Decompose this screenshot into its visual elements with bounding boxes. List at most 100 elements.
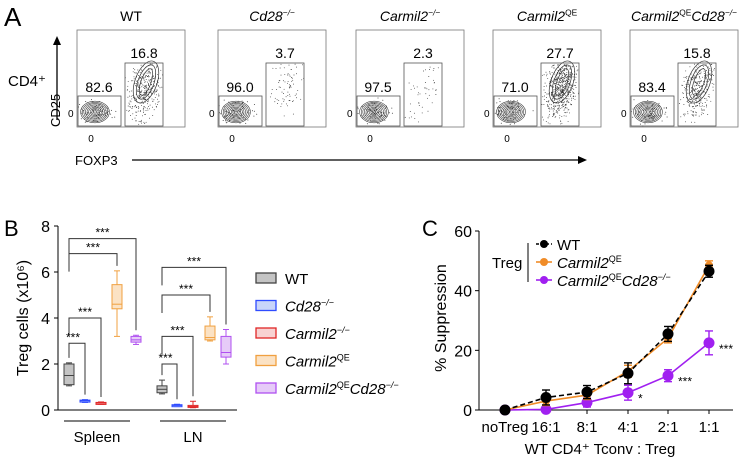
legend-swatch xyxy=(255,354,277,367)
event-dot xyxy=(287,73,289,75)
event-dot xyxy=(144,87,146,89)
event-dot xyxy=(639,123,641,125)
label-segment: −/− xyxy=(658,272,671,282)
event-dot xyxy=(284,81,286,83)
event-dot xyxy=(694,63,695,65)
event-dot xyxy=(145,87,147,89)
event-dot xyxy=(557,73,559,75)
flow-plot-title: Carmil2QECd28−/− xyxy=(631,7,737,24)
event-dot xyxy=(239,122,241,124)
event-dot xyxy=(570,103,571,105)
event-dot xyxy=(566,111,568,113)
event-dot xyxy=(156,89,158,91)
event-dot xyxy=(569,68,571,70)
event-dot xyxy=(151,106,153,108)
event-dot xyxy=(547,122,549,124)
contour-line xyxy=(509,110,513,114)
significance-bracket xyxy=(68,253,118,272)
event-dot xyxy=(96,105,97,106)
event-dot xyxy=(568,78,570,80)
event-dot xyxy=(288,84,290,86)
event-dot xyxy=(562,77,564,79)
event-dot xyxy=(426,88,428,90)
contour-line xyxy=(364,104,384,120)
contour-line xyxy=(88,106,102,118)
event-dot xyxy=(575,76,577,78)
event-dot xyxy=(148,106,149,108)
event-dot xyxy=(699,87,700,88)
event-dot xyxy=(564,112,566,113)
event-dot xyxy=(560,89,562,91)
event-dot xyxy=(692,77,694,79)
contour-line xyxy=(372,110,376,114)
y-tick-label: 0 xyxy=(463,403,472,420)
contour-line xyxy=(368,108,380,116)
flow-plot-title: WT xyxy=(120,8,142,24)
event-dot xyxy=(553,95,555,97)
significance-bracket xyxy=(161,266,227,325)
event-dot xyxy=(708,93,710,95)
event-dot xyxy=(700,114,702,116)
event-dot xyxy=(548,107,550,109)
x-tick-label: noTreg xyxy=(482,419,529,436)
event-dot xyxy=(680,116,682,118)
event-dot xyxy=(541,116,543,118)
event-dot xyxy=(137,106,139,107)
event-dot xyxy=(300,98,302,100)
event-dot xyxy=(496,102,498,104)
event-dot xyxy=(562,93,564,95)
event-dot xyxy=(129,106,131,108)
event-dot xyxy=(425,87,427,89)
event-dot xyxy=(138,120,140,122)
event-dot xyxy=(150,84,152,86)
event-dot xyxy=(554,116,556,118)
event-dot xyxy=(566,86,568,88)
event-dot xyxy=(410,88,412,90)
event-dot xyxy=(700,81,701,82)
event-dot xyxy=(290,86,292,88)
cd25-axis-label: CD25 xyxy=(48,94,63,127)
event-dot xyxy=(494,112,496,114)
event-dot xyxy=(699,76,700,78)
event-dot xyxy=(287,80,289,82)
event-dot xyxy=(706,99,708,101)
event-dot xyxy=(146,103,148,105)
event-dot xyxy=(684,86,686,88)
event-dot xyxy=(573,92,574,94)
event-dot xyxy=(554,99,556,100)
event-dot xyxy=(378,123,380,125)
event-dot xyxy=(147,109,149,111)
event-dot xyxy=(577,69,579,71)
label-segment: Carmil2 xyxy=(285,326,337,343)
contour-line xyxy=(91,109,99,115)
data-point xyxy=(622,387,634,399)
event-dot xyxy=(137,91,139,92)
event-dot xyxy=(135,85,136,87)
event-dot xyxy=(551,66,553,68)
event-dot xyxy=(549,72,551,74)
contour-line xyxy=(504,106,518,118)
event-dot xyxy=(692,112,694,114)
event-dot xyxy=(698,98,700,100)
event-dot xyxy=(127,80,129,82)
event-dot xyxy=(568,91,569,93)
event-dot xyxy=(559,85,561,87)
event-dot xyxy=(713,83,715,85)
event-dot xyxy=(683,115,685,117)
label-segment: WT xyxy=(557,237,580,254)
event-dot xyxy=(550,85,552,87)
event-dot xyxy=(553,113,555,115)
event-dot xyxy=(700,71,702,73)
legend-swatch xyxy=(255,299,277,312)
y-tick-zero: 0 xyxy=(68,109,74,120)
event-dot xyxy=(288,64,290,66)
flow-plot-title: Carmil2−/− xyxy=(380,7,440,24)
event-dot xyxy=(379,116,381,118)
event-dot xyxy=(423,70,424,72)
event-dot xyxy=(143,78,145,80)
event-dot xyxy=(289,93,291,95)
event-dot xyxy=(691,114,693,116)
event-dot xyxy=(280,74,282,76)
event-dot xyxy=(683,76,685,78)
event-dot xyxy=(694,88,696,90)
